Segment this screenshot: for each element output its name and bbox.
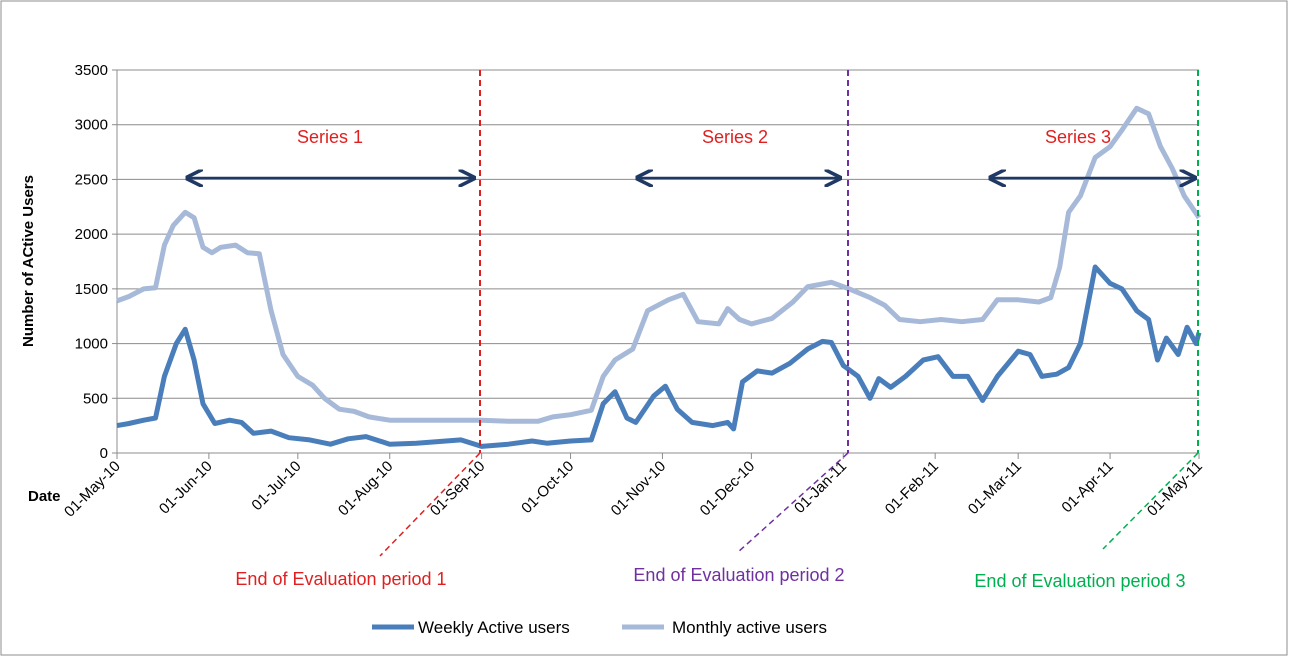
series-line	[116, 264, 1202, 449]
period-pointer	[1102, 452, 1199, 550]
y-tick-label: 1500	[75, 281, 108, 298]
y-axis-title: Number of ACtive Users	[20, 175, 37, 347]
y-tick-label: 3500	[75, 62, 108, 79]
annotation: Series 2	[702, 127, 768, 147]
legend-label: Weekly Active users	[418, 618, 570, 637]
annotation: Series 1	[297, 127, 363, 147]
y-tick-label: 3000	[75, 117, 108, 134]
y-tick-label: 500	[83, 390, 108, 407]
annotation: End of Evaluation period 3	[974, 571, 1185, 591]
x-axis-title: Date	[28, 488, 61, 505]
y-tick-label: 1000	[75, 336, 108, 353]
period-pointer	[379, 452, 481, 557]
annotation: End of Evaluation period 2	[633, 565, 844, 585]
y-tick-label: 2000	[75, 226, 108, 243]
annotation: End of Evaluation period 1	[235, 569, 446, 589]
y-tick-label: 0	[100, 445, 108, 462]
y-tick-label: 2500	[75, 171, 108, 188]
period-pointer	[736, 452, 849, 554]
annotation: Series 3	[1045, 127, 1111, 147]
legend-label: Monthly active users	[672, 618, 827, 637]
series-line	[116, 105, 1202, 424]
